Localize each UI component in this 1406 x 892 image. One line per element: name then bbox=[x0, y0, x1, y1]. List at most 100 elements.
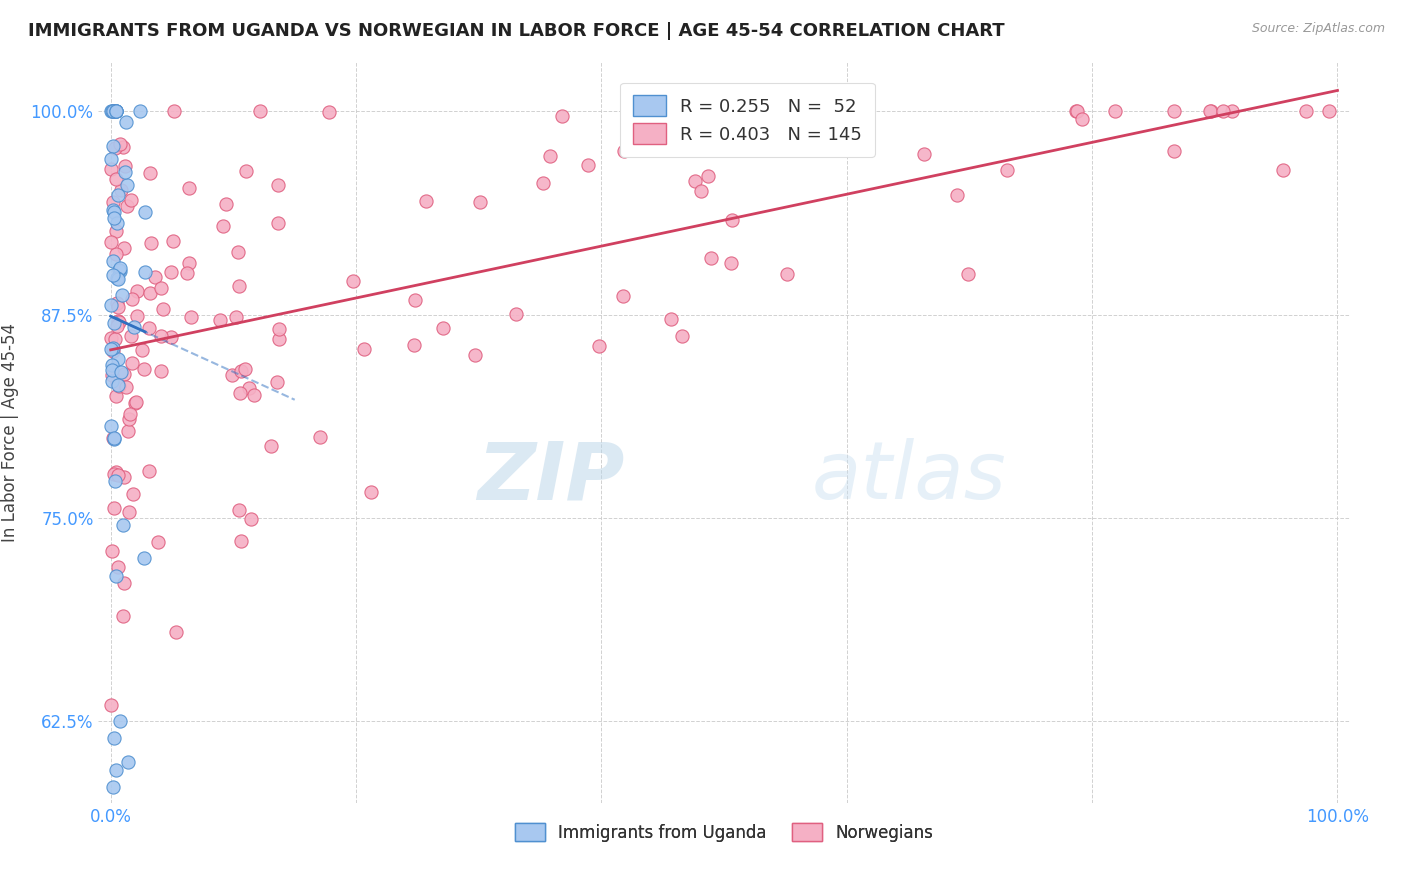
Point bbox=[468, 194, 491, 209]
Point bbox=[588, 339, 610, 353]
Point bbox=[118, 407, 141, 421]
Point bbox=[108, 315, 131, 329]
Point bbox=[108, 264, 131, 278]
Point bbox=[152, 302, 174, 317]
Point bbox=[104, 141, 127, 155]
Point bbox=[100, 374, 122, 388]
Point bbox=[112, 140, 135, 154]
Point bbox=[101, 368, 124, 383]
Point bbox=[229, 364, 252, 378]
Point bbox=[225, 310, 247, 325]
Point bbox=[1317, 104, 1340, 119]
Point bbox=[138, 464, 160, 478]
Point bbox=[160, 329, 183, 343]
Point bbox=[1071, 112, 1094, 126]
Point bbox=[132, 362, 155, 376]
Point bbox=[995, 162, 1018, 177]
Point bbox=[103, 204, 125, 219]
Point bbox=[108, 137, 131, 152]
Point bbox=[111, 287, 134, 301]
Point bbox=[238, 381, 260, 395]
Point bbox=[114, 165, 136, 179]
Point bbox=[613, 144, 636, 158]
Point bbox=[228, 278, 250, 293]
Point bbox=[101, 344, 124, 359]
Point bbox=[720, 256, 742, 270]
Point bbox=[402, 338, 425, 352]
Point bbox=[1212, 104, 1234, 119]
Point bbox=[134, 265, 156, 279]
Point bbox=[107, 314, 129, 328]
Point bbox=[1163, 145, 1185, 159]
Point bbox=[150, 281, 173, 295]
Point bbox=[659, 312, 682, 326]
Point bbox=[176, 266, 198, 280]
Point bbox=[160, 265, 183, 279]
Point bbox=[111, 518, 134, 533]
Point bbox=[107, 188, 129, 202]
Point bbox=[163, 104, 186, 119]
Point bbox=[1220, 104, 1243, 119]
Point bbox=[1199, 104, 1222, 119]
Point bbox=[538, 148, 561, 162]
Text: atlas: atlas bbox=[811, 438, 1007, 516]
Point bbox=[208, 313, 231, 327]
Point bbox=[101, 104, 124, 119]
Point bbox=[103, 211, 125, 226]
Point bbox=[122, 487, 145, 501]
Point bbox=[946, 187, 969, 202]
Point bbox=[342, 274, 364, 288]
Point bbox=[100, 419, 122, 434]
Point bbox=[125, 284, 148, 298]
Point bbox=[267, 322, 290, 336]
Point bbox=[118, 411, 141, 425]
Point bbox=[105, 104, 128, 119]
Point bbox=[112, 576, 135, 591]
Point bbox=[101, 362, 124, 376]
Point bbox=[132, 550, 155, 565]
Point bbox=[101, 358, 124, 372]
Point bbox=[117, 755, 139, 769]
Point bbox=[531, 176, 554, 190]
Point bbox=[266, 376, 288, 390]
Point bbox=[100, 342, 122, 356]
Point bbox=[215, 197, 238, 211]
Point bbox=[612, 289, 634, 303]
Point bbox=[103, 731, 125, 745]
Point bbox=[105, 389, 128, 403]
Point bbox=[105, 216, 128, 230]
Point bbox=[139, 166, 162, 180]
Point bbox=[112, 608, 135, 623]
Point bbox=[107, 300, 129, 314]
Point bbox=[1198, 104, 1220, 119]
Point bbox=[404, 293, 426, 308]
Point bbox=[233, 362, 256, 376]
Point bbox=[110, 365, 132, 379]
Point bbox=[678, 104, 700, 119]
Point bbox=[143, 270, 166, 285]
Point bbox=[115, 199, 138, 213]
Point bbox=[103, 431, 125, 445]
Point bbox=[229, 386, 252, 401]
Point bbox=[101, 139, 124, 153]
Point bbox=[114, 115, 136, 129]
Point bbox=[114, 380, 136, 394]
Point bbox=[353, 342, 375, 356]
Point bbox=[120, 329, 142, 343]
Point bbox=[104, 466, 127, 480]
Text: ZIP: ZIP bbox=[477, 438, 624, 516]
Point bbox=[112, 367, 135, 381]
Point bbox=[177, 181, 200, 195]
Point bbox=[101, 268, 124, 282]
Point bbox=[112, 241, 135, 255]
Point bbox=[267, 178, 290, 192]
Point bbox=[912, 147, 935, 161]
Point bbox=[103, 104, 125, 119]
Point bbox=[108, 262, 131, 277]
Point bbox=[101, 254, 124, 268]
Point bbox=[505, 307, 527, 321]
Point bbox=[107, 378, 129, 392]
Point bbox=[776, 267, 799, 281]
Point bbox=[360, 485, 382, 500]
Point bbox=[235, 164, 257, 178]
